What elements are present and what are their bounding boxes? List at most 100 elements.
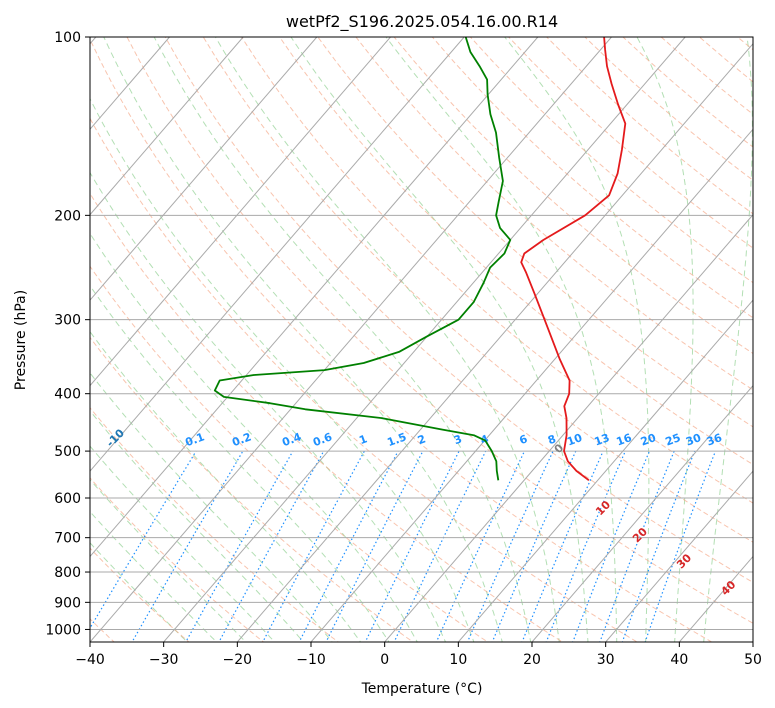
isotherm-line bbox=[236, 43, 753, 642]
y-tick-label: 600 bbox=[54, 491, 81, 507]
dry-adiabats bbox=[90, 37, 753, 642]
y-tick-label: 400 bbox=[54, 387, 81, 403]
moist-adiabat-line bbox=[90, 410, 305, 642]
x-axis-ticks: −40 −30 −20 −10 0 10 20 30 40 50 bbox=[75, 642, 762, 668]
dry-adiabat-line bbox=[90, 547, 190, 642]
plot-area: -100-90-80-70-60-50-40-30-20-10 01020304… bbox=[22, 37, 753, 642]
y-tick-label: 700 bbox=[54, 531, 81, 547]
moist-adiabat-line bbox=[90, 232, 418, 642]
mixing-ratio-label: 10 bbox=[565, 431, 584, 449]
isotherm-line bbox=[90, 37, 244, 216]
moist-adiabat-line bbox=[504, 37, 650, 642]
mixing-ratio-label: 20 bbox=[639, 431, 658, 449]
dry-adiabat-line bbox=[90, 406, 340, 642]
isotherm-line bbox=[310, 128, 753, 642]
moist-adiabat-line bbox=[103, 37, 503, 642]
mixing-ratio-line bbox=[435, 450, 526, 642]
moist-adiabat-label: 10 bbox=[593, 498, 613, 518]
dry-adiabat-label: -20 bbox=[22, 398, 45, 421]
mixing-ratio-label: 1.5 bbox=[386, 430, 409, 449]
isotherm-line bbox=[90, 37, 391, 387]
mixing-ratio-label: 13 bbox=[593, 431, 612, 448]
mixing-ratio-line bbox=[325, 450, 424, 642]
isotherm-line bbox=[457, 299, 753, 642]
mixing-ratio-label: 36 bbox=[705, 431, 724, 449]
mixing-ratio-label: 0.2 bbox=[230, 430, 253, 449]
y-tick-label: 900 bbox=[54, 595, 81, 611]
x-tick-label: 50 bbox=[744, 652, 762, 668]
y-tick-label: 100 bbox=[54, 30, 81, 46]
plot-frame bbox=[89, 36, 754, 643]
mixing-ratio-line bbox=[262, 450, 365, 642]
isotherm-line bbox=[678, 555, 753, 642]
dry-adiabat-line bbox=[431, 37, 753, 319]
dry-adiabat-line bbox=[90, 477, 265, 642]
mixing-ratio-label: 25 bbox=[664, 431, 683, 448]
mixing-ratio-line bbox=[644, 450, 717, 642]
dry-adiabat-label: -10 bbox=[104, 426, 127, 449]
dry-adiabat-line bbox=[508, 37, 753, 249]
mixing-ratio-label: 30 bbox=[684, 431, 703, 449]
mixing-ratio-label: 0.6 bbox=[311, 430, 334, 449]
isotherm-line bbox=[531, 384, 753, 642]
moist-adiabat-line bbox=[636, 37, 694, 642]
moist-adiabat-line bbox=[90, 372, 333, 642]
dry-adiabat-line bbox=[470, 37, 753, 284]
moist-adiabat-line bbox=[703, 37, 753, 642]
x-tick-label: 20 bbox=[523, 652, 541, 668]
y-tick-label: 800 bbox=[54, 565, 81, 581]
x-tick-label: 0 bbox=[380, 652, 389, 668]
dry-adiabat-line bbox=[90, 265, 489, 642]
moist-adiabat-line bbox=[90, 330, 362, 642]
sounding-traces bbox=[213, 37, 627, 482]
isotherm-line bbox=[90, 37, 465, 472]
isotherm-line bbox=[90, 37, 318, 301]
x-tick-label: −40 bbox=[75, 652, 105, 668]
moist-adiabats bbox=[90, 37, 753, 642]
skewed-isotherms bbox=[90, 37, 753, 642]
mixing-ratio-line bbox=[185, 450, 294, 642]
isotherm-line bbox=[605, 470, 753, 642]
dry-adiabat-line bbox=[279, 37, 753, 466]
x-tick-label: 10 bbox=[449, 652, 467, 668]
y-tick-label: 500 bbox=[54, 444, 81, 460]
mixing-ratio-line bbox=[521, 450, 604, 642]
isobar-gridlines bbox=[90, 37, 753, 630]
dry-adiabat-line bbox=[355, 37, 753, 391]
mixing-ratio-line bbox=[298, 450, 399, 642]
isotherm-line bbox=[90, 37, 539, 558]
moist-adiabat-line bbox=[90, 542, 188, 642]
mixing-ratio-label: 8 bbox=[546, 432, 558, 447]
temperature-trace bbox=[520, 37, 627, 482]
dewpoint-trace bbox=[213, 37, 512, 481]
moist-adiabat-line bbox=[90, 511, 218, 642]
y-axis-label: Pressure (hPa) bbox=[13, 290, 29, 390]
moist-adiabat-label: 20 bbox=[630, 525, 650, 545]
mixing-ratio-label: 0.4 bbox=[280, 430, 303, 449]
mixing-ratio-line bbox=[545, 450, 626, 642]
x-tick-label: 40 bbox=[670, 652, 688, 668]
x-tick-label: −20 bbox=[223, 652, 253, 668]
mixing-ratio-label: 0.1 bbox=[184, 430, 207, 449]
moist-adiabat-line bbox=[153, 37, 532, 642]
x-tick-label: 30 bbox=[597, 652, 615, 668]
dry-adiabat-line bbox=[90, 117, 638, 642]
chart-title: wetPf2_S196.2025.054.16.00.R14 bbox=[286, 12, 558, 32]
mixing-ratio-label: 16 bbox=[615, 431, 634, 449]
x-tick-label: −10 bbox=[296, 652, 326, 668]
mixing-ratio-label: 1 bbox=[357, 432, 369, 447]
moist-adiabat-line bbox=[90, 445, 276, 642]
y-axis-ticks: 100 200 300 400 500 600 700 800 900 1000 bbox=[45, 30, 90, 638]
x-axis-label: Temperature (°C) bbox=[361, 681, 483, 697]
moist-adiabat-line bbox=[90, 97, 475, 642]
dry-adiabat-line bbox=[393, 37, 753, 355]
isotherm-line bbox=[384, 213, 753, 642]
moist-adiabat-line bbox=[290, 37, 589, 642]
isotherm-line bbox=[90, 37, 612, 642]
isotherm-line bbox=[752, 641, 753, 642]
moist-adiabat-label: 30 bbox=[674, 551, 694, 571]
x-tick-label: −30 bbox=[149, 652, 179, 668]
y-tick-label: 300 bbox=[54, 313, 81, 329]
moist-adiabat-label: 40 bbox=[718, 578, 738, 598]
